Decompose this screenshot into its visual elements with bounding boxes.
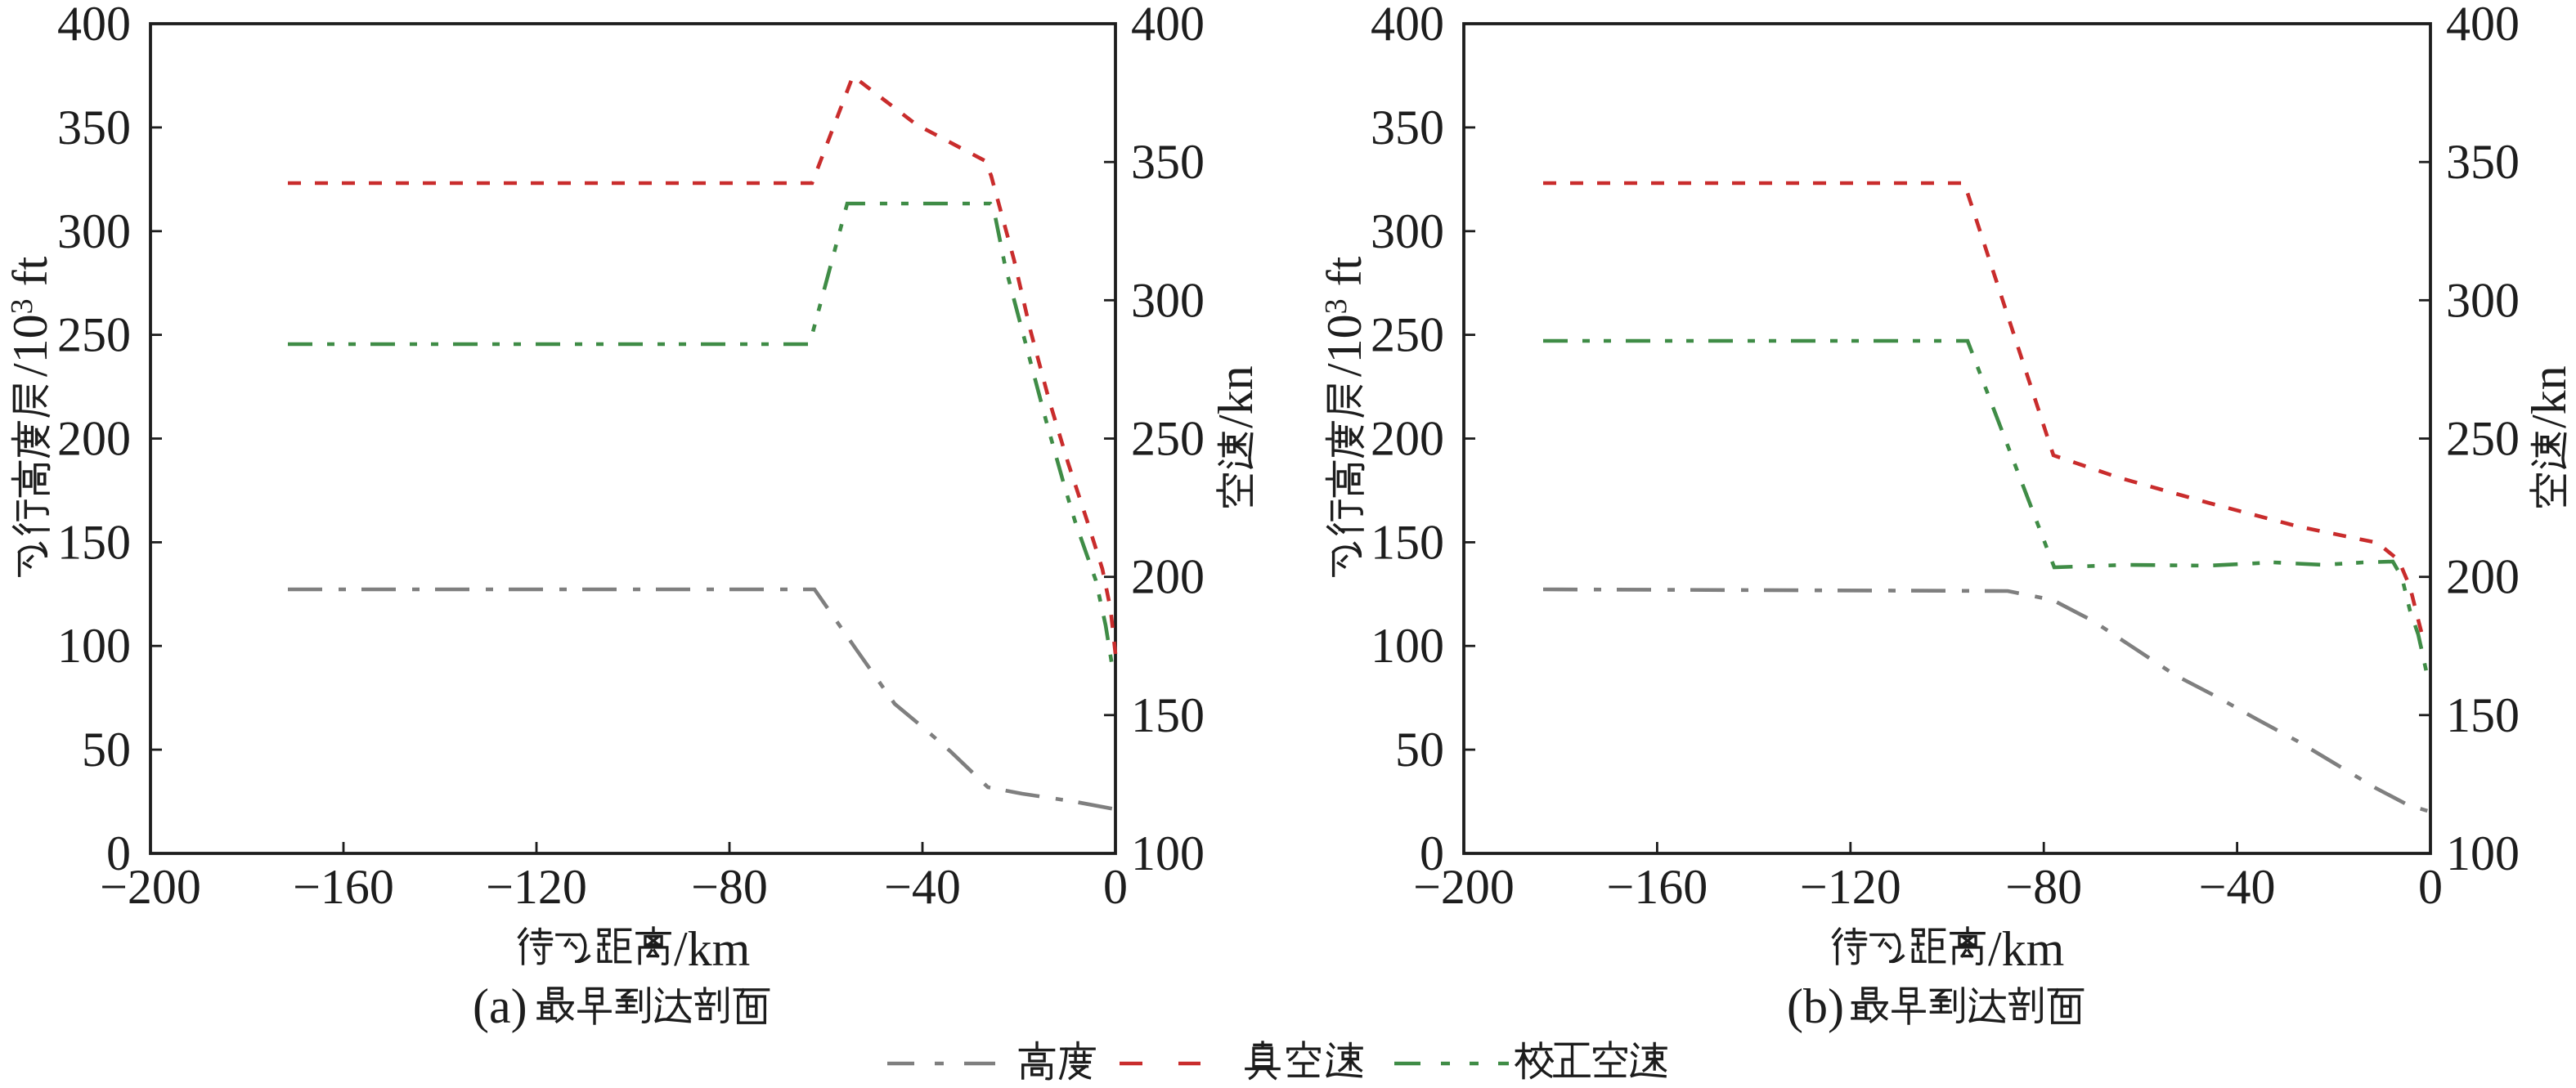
svg-text:(b): (b) [1787,979,1844,1033]
svg-text:250: 250 [1371,308,1444,362]
svg-text:50: 50 [82,723,131,777]
svg-text:350: 350 [2446,135,2520,189]
svg-text:/km: /km [674,922,750,976]
svg-text:200: 200 [1371,412,1444,466]
svg-text:0: 0 [2418,860,2443,914]
svg-text:(a): (a) [473,979,527,1033]
svg-text:0: 0 [106,826,131,880]
svg-text:−40: −40 [2199,860,2276,914]
svg-text:400: 400 [2446,0,2520,51]
svg-text:300: 300 [57,204,131,258]
svg-text:50: 50 [1395,723,1444,777]
svg-text:100: 100 [1371,619,1444,673]
svg-text:350: 350 [57,101,131,154]
svg-text:100: 100 [2446,826,2520,880]
svg-text:/103 ft: /103 ft [3,256,57,377]
svg-text:−80: −80 [2005,860,2082,914]
svg-text:300: 300 [1371,204,1444,258]
svg-text:−200: −200 [100,860,201,914]
svg-text:250: 250 [57,308,131,362]
svg-text:200: 200 [57,412,131,466]
svg-text:150: 150 [1371,515,1444,569]
svg-text:−160: −160 [1606,860,1708,914]
svg-text:−120: −120 [486,860,587,914]
svg-text:250: 250 [2446,412,2520,466]
svg-text:100: 100 [1131,826,1205,880]
svg-text:0: 0 [1103,860,1128,914]
svg-text:150: 150 [2446,688,2520,742]
svg-text:/103 ft: /103 ft [1317,256,1371,377]
svg-text:150: 150 [1131,688,1205,742]
svg-text:400: 400 [1131,0,1205,51]
svg-text:−160: −160 [293,860,394,914]
svg-text:350: 350 [1131,135,1205,189]
svg-text:0: 0 [1420,826,1444,880]
svg-text:/km: /km [1988,922,2064,976]
svg-text:100: 100 [57,619,131,673]
svg-text:150: 150 [57,515,131,569]
svg-text:200: 200 [2446,550,2520,604]
svg-text:/kn: /kn [1209,365,1263,428]
svg-text:250: 250 [1131,412,1205,466]
svg-text:−40: −40 [884,860,961,914]
svg-text:/kn: /kn [2522,365,2576,428]
svg-text:400: 400 [57,0,131,51]
svg-text:350: 350 [1371,101,1444,154]
svg-text:−80: −80 [691,860,768,914]
svg-text:300: 300 [1131,273,1205,327]
svg-text:300: 300 [2446,273,2520,327]
svg-text:−120: −120 [1800,860,1901,914]
svg-text:400: 400 [1371,0,1444,51]
svg-text:200: 200 [1131,550,1205,604]
svg-text:−200: −200 [1413,860,1515,914]
